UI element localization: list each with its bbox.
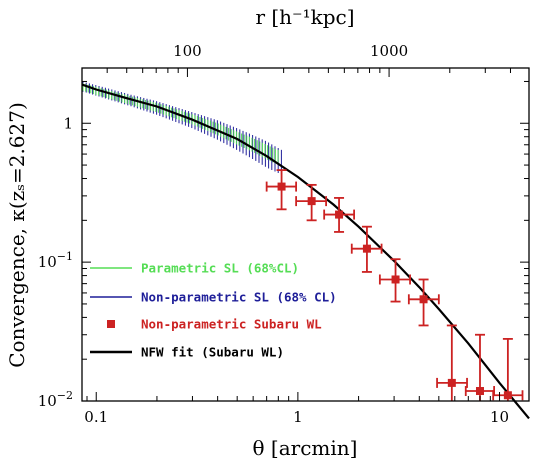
top-axis-title: r [h⁻¹kpc] <box>255 5 354 29</box>
top-tick-label: 1000 <box>370 42 408 60</box>
data-marker <box>447 378 456 387</box>
axis-ticks: 0.1 1 10 100 1000 1 10−1 10−2 <box>38 42 529 426</box>
legend-entry: NFW fit (Subaru WL) <box>90 345 284 360</box>
nonparametric-sl-band <box>82 81 282 175</box>
x-tick-label: 1 <box>293 408 303 426</box>
legend-swatch <box>107 320 115 328</box>
legend-label: Non-parametric SL (68% CL) <box>141 290 337 305</box>
plot-frame <box>81 67 530 402</box>
nfw-fit-layer <box>81 83 530 420</box>
wl-data-point <box>323 197 355 233</box>
y-tick-label: 10−1 <box>38 250 73 271</box>
legend: Parametric SL (68%CL) Non-parametric SL (… <box>90 261 337 360</box>
data-marker <box>335 210 344 219</box>
data-marker <box>419 295 428 304</box>
data-marker <box>475 387 484 396</box>
wl-data-point <box>350 225 383 273</box>
wl-points-layer <box>265 169 524 401</box>
data-marker <box>503 391 512 400</box>
y-axis-title: Convergence, κ(zₛ=2.627) <box>5 102 29 368</box>
legend-entry: Non-parametric Subaru WL <box>107 317 322 332</box>
data-marker <box>362 244 371 253</box>
legend-label: NFW fit (Subaru WL) <box>141 345 284 360</box>
x-tick-label: 0.1 <box>84 408 108 426</box>
data-marker <box>277 182 286 191</box>
wl-data-point <box>265 169 298 211</box>
data-marker <box>391 275 400 284</box>
sl-bands <box>82 81 282 175</box>
legend-entry: Parametric SL (68%CL) <box>90 261 299 276</box>
y-tick-label: 10−2 <box>38 389 73 410</box>
y-tick-label: 1 <box>63 114 73 132</box>
top-tick-label: 100 <box>173 42 202 60</box>
data-marker <box>307 197 316 206</box>
wl-data-point <box>295 183 327 222</box>
wl-data-point <box>464 333 496 401</box>
legend-label: Non-parametric Subaru WL <box>141 317 322 332</box>
legend-label: Parametric SL (68%CL) <box>141 261 299 276</box>
wl-data-point <box>492 338 524 401</box>
x-axis-title: θ [arcmin] <box>253 436 358 460</box>
wl-data-point <box>378 258 411 303</box>
wl-data-point <box>407 278 440 327</box>
nfw-fit-line <box>81 83 530 420</box>
wl-data-point <box>436 324 468 401</box>
legend-entry: Non-parametric SL (68% CL) <box>90 290 337 305</box>
x-tick-label: 10 <box>490 408 509 426</box>
